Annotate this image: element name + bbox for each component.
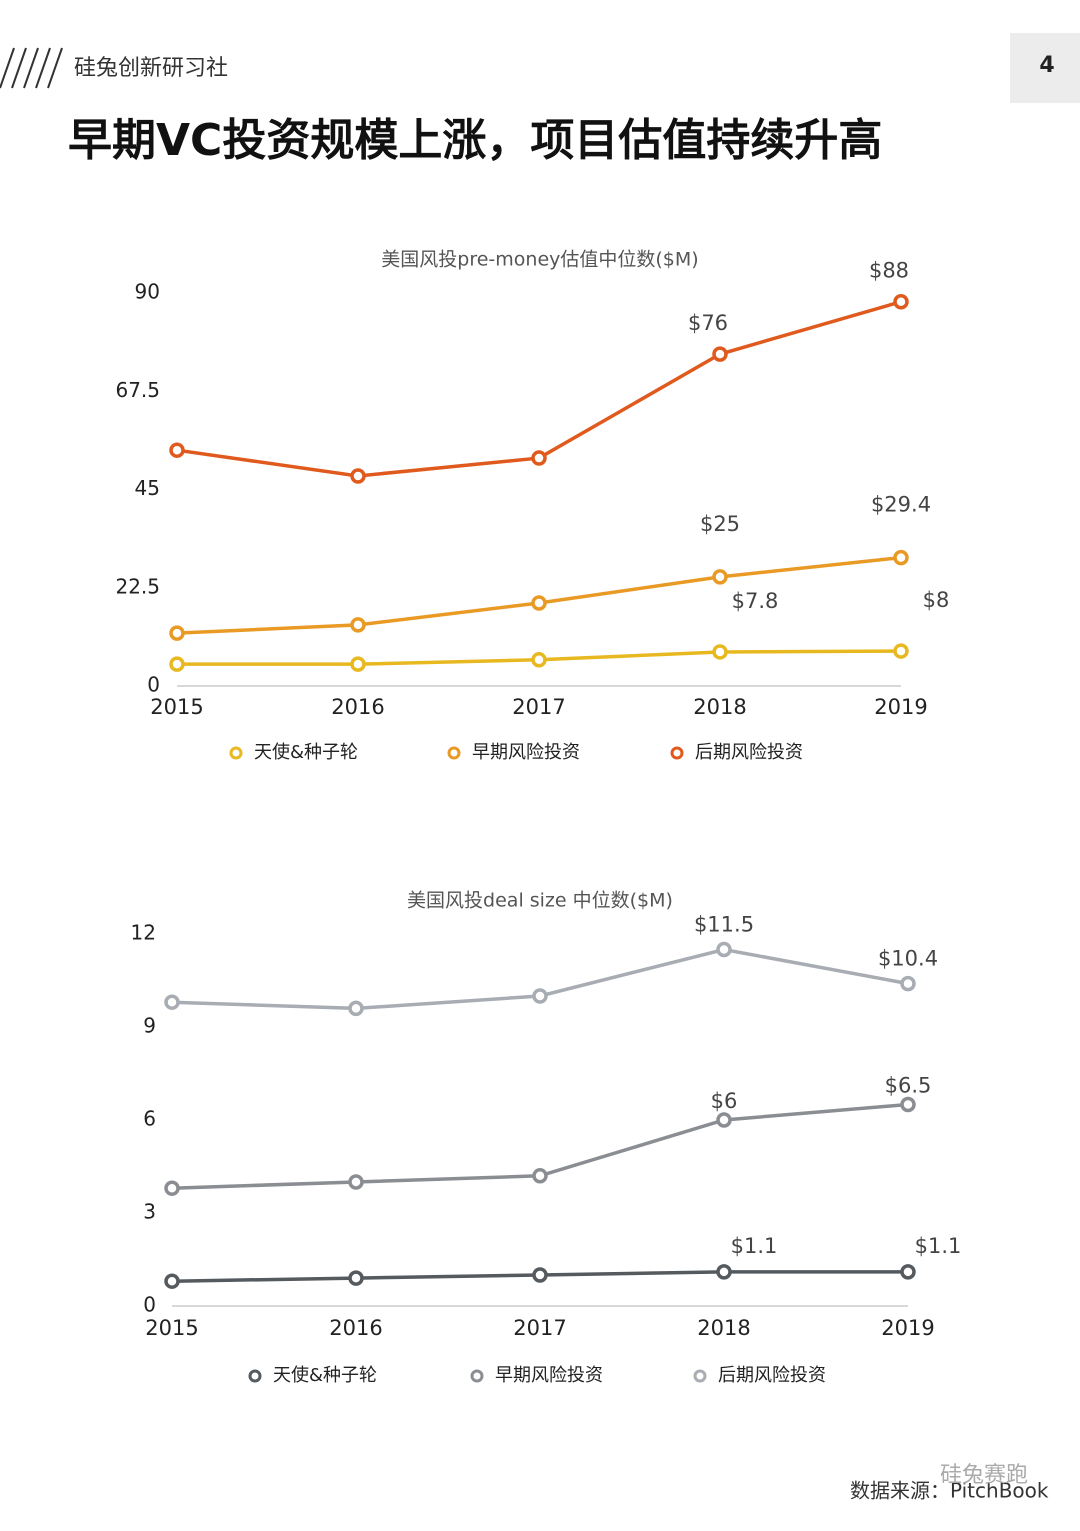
data-point	[531, 652, 547, 668]
y-tick-label: 9	[143, 1014, 156, 1038]
x-tick-label: 2018	[693, 695, 746, 719]
chart-title: 美国风投deal size 中位数($M)	[407, 890, 673, 912]
data-point	[348, 1174, 364, 1190]
value-label: $6.5	[885, 1074, 932, 1098]
value-label: $1.1	[731, 1234, 778, 1258]
data-point	[164, 994, 180, 1010]
x-tick-label: 2015	[145, 1316, 198, 1340]
data-point	[893, 643, 909, 659]
legend-marker	[670, 746, 684, 760]
data-point	[900, 1264, 916, 1280]
value-label: $25	[700, 512, 740, 536]
y-tick-label: 90	[135, 280, 160, 304]
data-point	[164, 1273, 180, 1289]
legend-marker	[447, 746, 461, 760]
data-point	[716, 1112, 732, 1128]
data-point	[350, 468, 366, 484]
data-point	[893, 549, 909, 566]
data-point	[348, 1270, 364, 1286]
y-tick-label: 3	[143, 1200, 156, 1224]
legend-marker	[470, 1369, 484, 1383]
data-point	[350, 656, 366, 672]
x-tick-label: 2019	[881, 1316, 934, 1340]
data-point	[169, 656, 185, 672]
data-point	[532, 1267, 548, 1283]
data-point	[712, 569, 728, 585]
page-number-box	[1010, 33, 1080, 103]
data-point	[350, 617, 366, 633]
legend-label: 早期风险投资	[495, 1365, 603, 1386]
brand-slashes	[0, 47, 63, 89]
x-tick-label: 2016	[331, 695, 384, 719]
data-point	[164, 1180, 180, 1196]
legend-marker	[693, 1369, 707, 1383]
value-label: $10.4	[878, 947, 938, 971]
data-point	[900, 975, 916, 992]
data-point	[348, 1000, 364, 1017]
watermark: 硅兔赛跑	[940, 1463, 1028, 1488]
data-point	[532, 1168, 548, 1184]
x-tick-label: 2017	[512, 695, 565, 719]
data-point	[531, 450, 547, 466]
chart-title: 美国风投pre-money估值中位数($M)	[381, 249, 698, 271]
data-point	[900, 1096, 916, 1113]
y-tick-label: 0	[147, 673, 160, 697]
legend-label: 早期风险投资	[472, 742, 580, 763]
value-label: $29.4	[871, 493, 931, 517]
x-tick-label: 2017	[513, 1316, 566, 1340]
data-point	[169, 442, 185, 458]
legend-label: 后期风险投资	[718, 1365, 826, 1386]
data-point	[893, 293, 909, 310]
data-point	[169, 625, 185, 641]
value-label: $11.5	[694, 913, 754, 937]
data-point	[716, 941, 732, 958]
brand: 硅兔创新研习社	[74, 56, 228, 81]
legend-label: 天使&种子轮	[254, 742, 358, 763]
y-tick-label: 45	[135, 476, 160, 500]
value-label: $1.1	[915, 1234, 962, 1258]
data-point	[712, 644, 728, 660]
x-tick-label: 2015	[150, 695, 203, 719]
value-label: $76	[688, 311, 728, 335]
y-tick-label: 67.5	[115, 378, 160, 402]
value-label: $7.8	[732, 589, 779, 613]
page-number: 4	[1039, 53, 1054, 78]
y-tick-label: 12	[131, 921, 156, 945]
y-tick-label: 22.5	[115, 574, 160, 598]
data-point	[716, 1264, 732, 1280]
value-label: $6	[711, 1089, 738, 1113]
data-point	[531, 595, 547, 611]
x-tick-label: 2016	[329, 1316, 382, 1340]
legend-marker	[248, 1369, 262, 1383]
legend-label: 天使&种子轮	[273, 1365, 377, 1386]
data-point	[712, 346, 728, 362]
value-label: $88	[869, 259, 909, 283]
legend-marker	[229, 746, 243, 760]
x-tick-label: 2018	[697, 1316, 750, 1340]
y-tick-label: 0	[143, 1293, 156, 1317]
y-tick-label: 6	[143, 1107, 156, 1131]
data-point	[532, 988, 548, 1004]
legend-label: 后期风险投资	[695, 742, 803, 763]
x-tick-label: 2019	[874, 695, 927, 719]
value-label: $8	[923, 588, 950, 612]
source: 数据来源：PitchBook	[850, 1479, 1049, 1503]
page-title: 早期VC投资规模上涨，项目估值持续升高	[68, 115, 882, 166]
